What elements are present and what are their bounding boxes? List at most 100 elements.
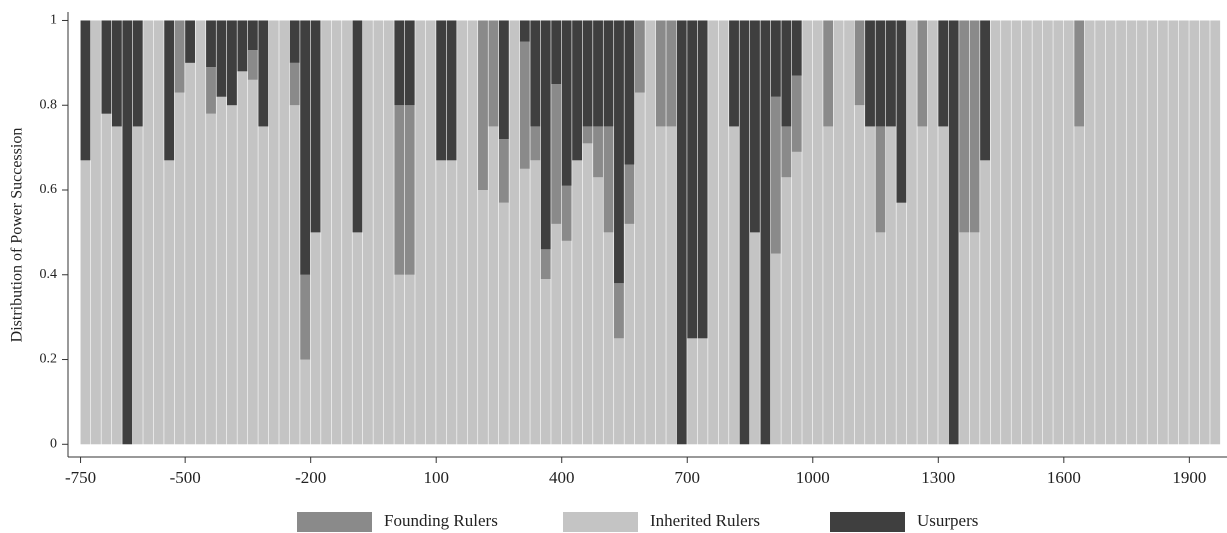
bar-segment [226,20,237,106]
bar-segment [624,223,635,445]
bar-segment [781,177,792,445]
bar-segment [634,92,645,445]
y-tick-label: 0.8 [40,97,58,112]
bar-segment [614,20,624,284]
x-tick-label: -500 [170,468,201,487]
bar-segment [823,20,834,127]
bar-segment [342,20,352,445]
bar-segment [1001,20,1011,445]
bar-segment [237,71,248,445]
bar-segment [854,105,865,445]
bar-segment [812,20,823,445]
x-tick-label: 1600 [1047,468,1081,487]
bar-segment [687,338,698,445]
bar-segment [498,202,509,445]
bar-segment [509,20,520,445]
bar-segment [791,151,802,445]
legend-label: Founding Rulers [384,511,498,530]
bar-segment [446,20,457,161]
legend-label: Inherited Rulers [650,511,760,530]
bar-segment [258,20,269,127]
bar-segment [969,20,980,233]
bar-segment [394,20,405,106]
bar-segment [1178,20,1189,445]
bar-segment [551,84,562,224]
bar-segment [80,20,91,161]
bar-segment [655,126,666,445]
bar-segment [697,20,708,339]
legend-label: Usurpers [917,511,978,530]
bar-segment [906,20,917,445]
x-tick-label: 1000 [796,468,830,487]
bar-segment [237,20,248,72]
bar-segment [833,20,844,445]
bar-segment [289,62,300,106]
bar-segment [896,20,907,203]
bar-segment [143,20,154,445]
bar-segment [540,249,551,279]
bar-segment [980,20,990,161]
bar-segment [216,20,227,97]
bar-segment [498,139,509,203]
bar-segment [561,240,572,445]
bar-segment [321,20,331,445]
bar-segment [174,20,185,93]
bar-segment [247,50,258,80]
bar-segment [530,126,541,161]
bar-segment [446,160,457,445]
bar-segment [373,20,384,445]
bar-segment [478,20,488,190]
bar-segment [1126,20,1137,445]
y-tick-label: 0.6 [40,182,58,197]
bar-segment [1116,20,1126,445]
bar-segment [938,126,949,445]
bar-segment [634,20,645,93]
bar-segment [436,160,447,445]
bar-segment [760,20,771,445]
y-axis-label: Distribution of Power Succession [9,128,26,343]
bar-segment [1199,20,1210,445]
bar-segment [969,232,980,445]
bar-segment [666,20,677,127]
bar-segment [1084,20,1095,445]
bar-segment [729,20,739,127]
x-tick-label: 1900 [1172,468,1206,487]
bar-segment [1053,20,1064,445]
bar-segment [593,20,603,127]
y-tick-label: 1 [50,13,57,28]
bar-segment [195,20,206,445]
bar-segment [603,126,614,233]
bar-segment [729,126,739,445]
bar-segment [185,20,196,63]
legend-swatch [830,512,905,532]
bar-segment [394,105,405,275]
bar-segment [781,20,792,127]
bar-segment [1011,20,1022,445]
x-tick-label: 1300 [921,468,955,487]
legend-swatch [563,512,638,532]
bar-segment [132,20,143,127]
bar-segment [111,20,122,127]
bar-segment [718,20,729,445]
bar-segment [153,20,164,445]
bar-segment [394,274,405,445]
bar-segment [247,79,258,445]
bar-segment [540,279,551,445]
bar-segment [467,20,478,445]
bar-segment [770,20,781,97]
bar-segment [582,20,593,127]
x-tick-label: -200 [295,468,326,487]
bar-segment [1032,20,1043,445]
bar-segment [980,160,990,445]
bar-segment [938,20,949,127]
bar-segment [216,96,227,445]
bar-segment [603,232,614,445]
bar-segment [582,143,593,445]
bar-segment [875,232,886,445]
bar-segment [404,20,415,106]
bar-segment [614,338,624,445]
bar-segment [645,20,656,445]
bar-segment [614,283,624,339]
bar-segment [289,20,300,63]
bar-segment [655,20,666,127]
